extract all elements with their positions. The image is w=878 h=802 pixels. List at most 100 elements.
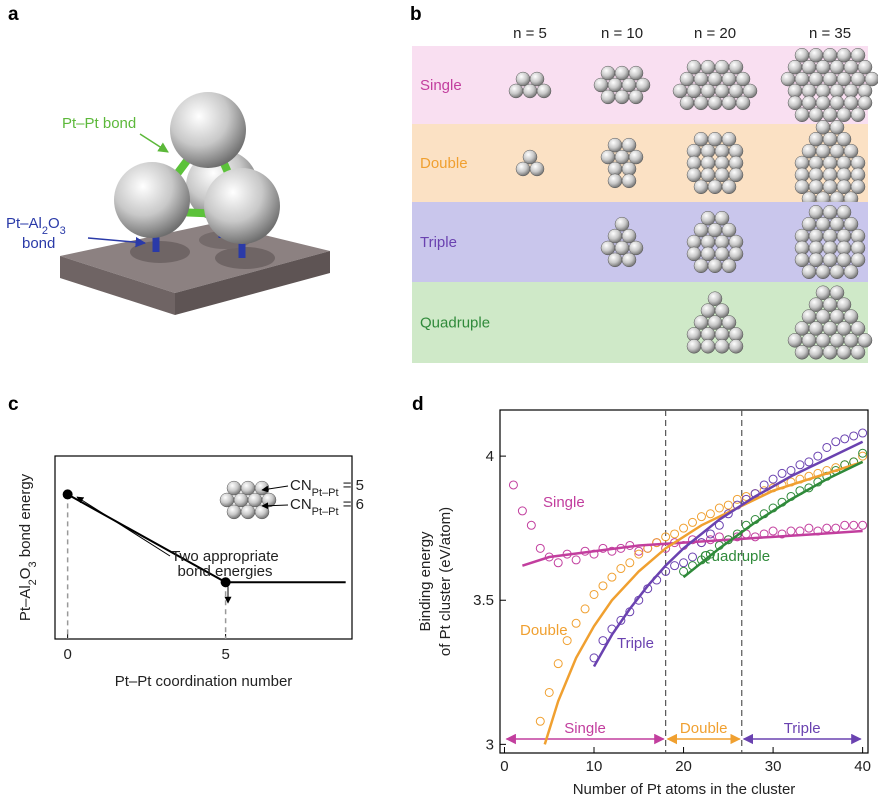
text-part: Pt–Pt xyxy=(312,506,339,518)
pt-atom xyxy=(701,339,715,353)
pt-atom xyxy=(823,205,837,219)
pt-atom xyxy=(608,229,622,243)
data-point xyxy=(617,565,625,573)
panel-label: d xyxy=(412,394,424,415)
pt-atom xyxy=(722,132,736,146)
pt-atom xyxy=(608,138,622,152)
pt-atom xyxy=(227,481,241,495)
pt-atom xyxy=(687,84,701,98)
series-label: Triple xyxy=(617,635,654,652)
pt-atom xyxy=(530,162,544,176)
pt-atom xyxy=(851,345,865,359)
pt-atom xyxy=(816,333,830,347)
pt-atom xyxy=(816,310,830,324)
shadow xyxy=(130,241,190,263)
pt-atom xyxy=(708,259,722,273)
data-point xyxy=(536,717,544,725)
pt-atom xyxy=(530,72,544,86)
pt-atom xyxy=(248,493,262,507)
pt-pt-label: Pt–Pt bond xyxy=(62,115,136,132)
pt-atom xyxy=(809,321,823,335)
pt-atom xyxy=(837,298,851,312)
pt-atom xyxy=(722,72,736,86)
pt-atom xyxy=(701,84,715,98)
text-part: O xyxy=(48,215,60,232)
data-point xyxy=(527,521,535,529)
pt-atom xyxy=(722,180,736,194)
pt-atom xyxy=(594,78,608,92)
pt-atom xyxy=(701,304,715,318)
text-part: Pt–Pt xyxy=(312,487,339,499)
data-point xyxy=(832,438,840,446)
data-point xyxy=(680,559,688,567)
data-point xyxy=(850,432,858,440)
pt-atom xyxy=(736,96,750,110)
pt-atom xyxy=(615,66,629,80)
data-point xyxy=(572,619,580,627)
data-point xyxy=(850,521,858,529)
text-part: Pt–Al xyxy=(17,585,34,621)
text-part: O xyxy=(17,568,34,580)
pt-atom xyxy=(837,253,851,267)
pt-atom xyxy=(830,310,844,324)
pt-al-label: bond xyxy=(22,235,55,252)
pt-atom xyxy=(830,333,844,347)
pt-atom xyxy=(830,265,844,279)
pt-atom xyxy=(809,345,823,359)
row-label: Double xyxy=(420,155,468,172)
pt-atom xyxy=(795,253,809,267)
data-point xyxy=(796,461,804,469)
pt-atom xyxy=(615,150,629,164)
pt-atom xyxy=(795,48,809,62)
pt-atom xyxy=(816,217,830,231)
data-point xyxy=(769,527,777,535)
pt-atom xyxy=(809,132,823,146)
pt-atom xyxy=(851,253,865,267)
pt-atom xyxy=(851,108,865,122)
data-point xyxy=(581,605,589,613)
region-label: Double xyxy=(680,720,728,737)
pt-atom xyxy=(795,180,809,194)
pt-atom xyxy=(830,96,844,110)
text-part: CN xyxy=(290,496,312,513)
pt-atom xyxy=(601,241,615,255)
pt-atom xyxy=(858,333,872,347)
data-point xyxy=(715,504,723,512)
data-point xyxy=(689,553,697,561)
pt-atom xyxy=(170,92,246,168)
data-point xyxy=(805,524,813,532)
pt-atom xyxy=(809,298,823,312)
data-point xyxy=(536,544,544,552)
x-tick-label: 30 xyxy=(765,758,782,775)
pt-atom xyxy=(844,144,858,158)
pt-atom xyxy=(694,132,708,146)
data-point xyxy=(841,521,849,529)
pt-atom xyxy=(729,84,743,98)
pt-atom xyxy=(816,96,830,110)
pt-atom xyxy=(844,310,858,324)
pt-atom xyxy=(858,60,872,74)
pt-atom xyxy=(823,48,837,62)
pt-atom xyxy=(708,223,722,237)
fit-line xyxy=(522,531,862,566)
pt-atom xyxy=(636,78,650,92)
pt-atom xyxy=(673,84,687,98)
pt-atom xyxy=(516,162,530,176)
x-tick-label: 40 xyxy=(854,758,871,775)
data-point xyxy=(545,688,553,696)
pt-atom xyxy=(715,339,729,353)
x-tick-label: 0 xyxy=(500,758,508,775)
y-axis-title: Pt–Al2O3 bond energy xyxy=(17,473,39,621)
x-tick-label: 10 xyxy=(586,758,603,775)
data-point xyxy=(518,507,526,515)
pt-atom xyxy=(802,310,816,324)
text-part: 3 xyxy=(60,225,66,237)
data-point xyxy=(859,429,867,437)
pt-atom xyxy=(823,253,837,267)
annotation: bond energies xyxy=(177,563,272,580)
data-point xyxy=(509,481,517,489)
pt-atom xyxy=(851,180,865,194)
x-tick-label: 0 xyxy=(63,646,71,663)
pt-atom xyxy=(622,78,636,92)
annotation: CNPt–Pt = 6 xyxy=(290,496,364,518)
